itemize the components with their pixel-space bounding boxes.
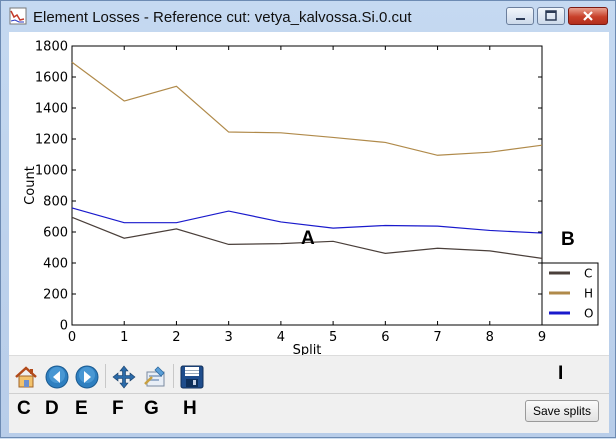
- y-tick-label: 1000: [35, 164, 68, 179]
- plot-axes-frame: [71, 45, 543, 326]
- x-tick-label: 9: [538, 330, 546, 345]
- marker-label-c: C: [17, 398, 31, 419]
- y-tick-label: 1600: [35, 71, 68, 86]
- series-line-c: [71, 216, 543, 259]
- x-tick-label: 2: [172, 330, 180, 345]
- y-tick-label: 800: [43, 195, 68, 210]
- x-tick-label: 1: [120, 330, 128, 345]
- x-tick-label: 0: [68, 330, 76, 345]
- save-figure-icon[interactable]: [179, 364, 205, 390]
- toolbar-separator: [173, 364, 174, 388]
- x-tick-label: 6: [381, 330, 389, 345]
- x-tick-label: 5: [329, 330, 337, 345]
- minimize-icon: [516, 18, 525, 20]
- y-tick-label: 1200: [35, 133, 68, 148]
- series-line-h: [71, 61, 543, 156]
- minimize-button[interactable]: [506, 7, 534, 25]
- marker-label-a: A: [301, 228, 315, 249]
- home-icon[interactable]: [13, 364, 39, 390]
- y-tick-label: 1400: [35, 102, 68, 117]
- maximize-button[interactable]: [537, 7, 565, 25]
- y-tick-label: 0: [60, 319, 68, 334]
- x-tick-label: 7: [433, 330, 441, 345]
- y-tick-label: 1800: [35, 40, 68, 55]
- x-axis-label: Split: [293, 343, 322, 358]
- save-splits-button[interactable]: Save splits: [525, 400, 599, 422]
- x-tick-label: 4: [277, 330, 285, 345]
- marker-label-d: D: [45, 398, 59, 419]
- legend-label-c: C: [584, 267, 592, 281]
- marker-label-g: G: [144, 398, 159, 419]
- y-axis-label: Count: [23, 166, 38, 205]
- back-icon[interactable]: [44, 364, 70, 390]
- title-bar[interactable]: Element Losses - Reference cut: vetya_ka…: [1, 1, 615, 31]
- marker-label-e: E: [75, 398, 88, 419]
- window-title: Element Losses - Reference cut: vetya_ka…: [33, 9, 412, 26]
- x-tick-label: 3: [225, 330, 233, 345]
- y-tick-label: 400: [43, 257, 68, 272]
- series-line-o: [71, 207, 543, 234]
- legend-label-o: O: [584, 307, 593, 321]
- x-tick-label: 8: [486, 330, 494, 345]
- configure-subplots-icon[interactable]: [142, 364, 168, 390]
- bottom-panel: [9, 393, 609, 433]
- marker-label-f: F: [112, 398, 124, 419]
- navigation-toolbar: [9, 355, 609, 394]
- close-button[interactable]: [568, 7, 608, 25]
- toolbar-separator: [105, 364, 106, 388]
- pan-icon[interactable]: [111, 364, 137, 390]
- maximize-icon: [545, 10, 557, 21]
- app-chart-icon: [9, 7, 27, 25]
- legend-label-h: H: [584, 287, 593, 301]
- y-tick-label: 600: [43, 226, 68, 241]
- y-tick-label: 200: [43, 288, 68, 303]
- forward-icon[interactable]: [74, 364, 100, 390]
- marker-label-b: B: [561, 229, 575, 250]
- marker-label-h: H: [183, 398, 197, 419]
- marker-label-i: I: [558, 363, 564, 384]
- close-icon: [583, 11, 593, 21]
